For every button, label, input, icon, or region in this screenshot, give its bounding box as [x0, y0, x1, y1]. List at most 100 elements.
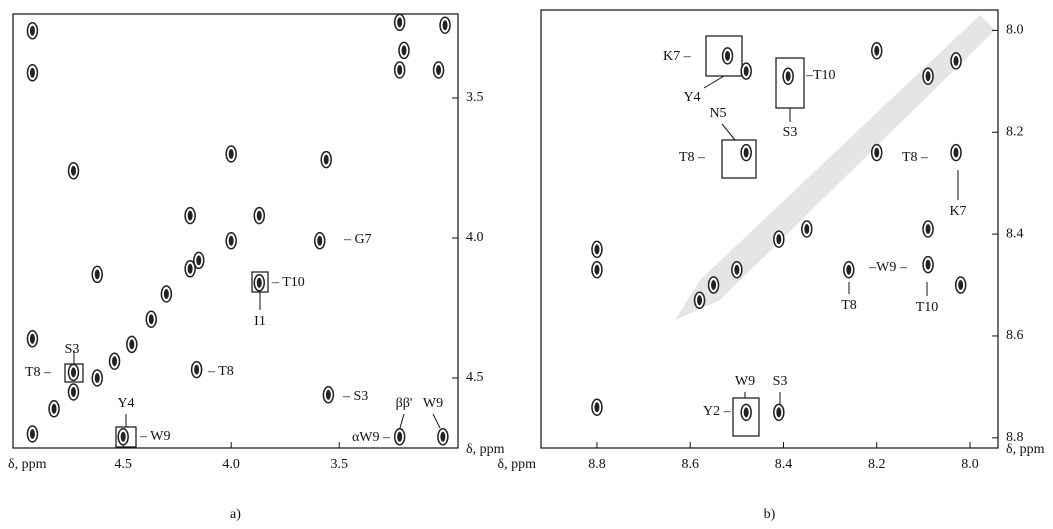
peak-core — [594, 402, 600, 413]
annotation: – G7 — [343, 232, 372, 247]
x-axis-label: δ, ppm — [8, 457, 47, 472]
peak-core — [187, 263, 193, 274]
annotation: Y2 – — [703, 404, 732, 419]
annotation: S3 — [65, 342, 80, 357]
annotation: T8 – — [679, 150, 706, 165]
annotation: –W9 – — [868, 260, 908, 275]
x-tick-label: 4.5 — [114, 457, 132, 472]
peak-core — [874, 45, 880, 56]
x-tick-label: 3.5 — [330, 457, 348, 472]
peak-core — [401, 45, 407, 56]
peak-core — [743, 66, 749, 77]
annotation: K7 – — [663, 49, 692, 64]
y-tick-label: 8.2 — [1006, 124, 1024, 139]
peak-core — [776, 407, 782, 418]
peak-core — [256, 277, 262, 288]
peak-core — [874, 147, 880, 158]
peak-core — [953, 147, 959, 158]
peak-core — [785, 71, 791, 82]
peak-core — [120, 431, 126, 442]
peak-core — [697, 295, 703, 306]
x-tick-label: 8.8 — [588, 457, 606, 472]
peak-core — [94, 269, 100, 280]
y-tick-label: 4.5 — [466, 370, 484, 385]
peak-core — [776, 234, 782, 245]
peak-core — [228, 149, 234, 159]
y-tick-label: 8.4 — [1006, 226, 1024, 241]
annotation: – W9 — [139, 429, 170, 444]
peak-core — [29, 25, 35, 36]
peak-core — [397, 65, 403, 75]
peak-core — [734, 264, 740, 275]
x-tick-label: 8.0 — [961, 457, 979, 472]
annotation: W9 — [423, 396, 443, 411]
peak-core — [846, 264, 852, 275]
annotation: αW9 – — [352, 430, 391, 445]
annotation: S3 — [783, 125, 798, 140]
peak-core — [29, 333, 35, 344]
peak-core — [397, 431, 403, 442]
peak-core — [148, 314, 154, 325]
peak-core — [29, 67, 35, 78]
peak-core — [196, 255, 202, 266]
panel-b-frame — [540, 9, 999, 449]
peak-core — [70, 387, 76, 397]
annotation: I1 — [254, 314, 266, 329]
annotation: T8 – — [25, 365, 52, 380]
peak-core — [51, 403, 57, 414]
annotation: –T10 — [805, 68, 836, 83]
annotation: T8 — [841, 298, 857, 313]
y-tick-label: 8.8 — [1006, 430, 1024, 445]
peak-core — [711, 280, 717, 291]
y-tick-label: 8.0 — [1006, 23, 1024, 38]
diagonal-band — [675, 15, 995, 320]
peak-core — [70, 367, 76, 378]
box — [721, 139, 757, 179]
peak-core — [725, 50, 731, 61]
annotation: – T8 — [207, 364, 234, 379]
peak-core — [129, 339, 135, 350]
peak-core — [436, 65, 442, 75]
peak-core — [228, 235, 234, 246]
annotation: ββ' — [396, 396, 413, 411]
annotation: W9 — [735, 374, 755, 389]
annotation: – T10 — [271, 275, 305, 290]
peak-core — [743, 407, 749, 418]
caption: b) — [764, 507, 776, 522]
peak-core — [594, 264, 600, 275]
peak-core — [29, 429, 35, 439]
box — [732, 397, 760, 437]
y-tick-label: 8.6 — [1006, 328, 1024, 343]
annotation: Y4 — [683, 90, 700, 105]
peak-core — [187, 210, 193, 221]
peak-core — [442, 20, 448, 31]
peak-core — [325, 389, 331, 400]
y-tick-label: 4.0 — [466, 230, 484, 245]
peak-core — [194, 364, 200, 375]
peak-core — [594, 244, 600, 255]
caption: a) — [230, 507, 241, 522]
x-axis-label: δ, ppm — [498, 457, 537, 472]
y-axis-label: δ, ppm — [466, 442, 505, 457]
annotation: S3 — [773, 374, 788, 389]
annotation: K7 — [949, 204, 966, 219]
lead — [399, 413, 405, 429]
lead — [432, 413, 441, 429]
peak-core — [323, 154, 329, 165]
peak-core — [953, 55, 959, 66]
peak-core — [112, 356, 118, 367]
peak-core — [804, 224, 810, 234]
annotation: T8 – — [902, 150, 929, 165]
x-tick-label: 8.6 — [681, 457, 699, 472]
panel-a-frame — [12, 13, 459, 449]
annotation: T10 — [916, 300, 939, 315]
peak-core — [317, 235, 323, 246]
annotation: – S3 — [342, 389, 368, 404]
peak-core — [958, 280, 964, 291]
annotation: Y4 — [117, 396, 134, 411]
lead — [703, 75, 725, 89]
annotation: N5 — [709, 106, 726, 121]
peak-core — [925, 259, 931, 270]
x-tick-label: 8.4 — [775, 457, 793, 472]
